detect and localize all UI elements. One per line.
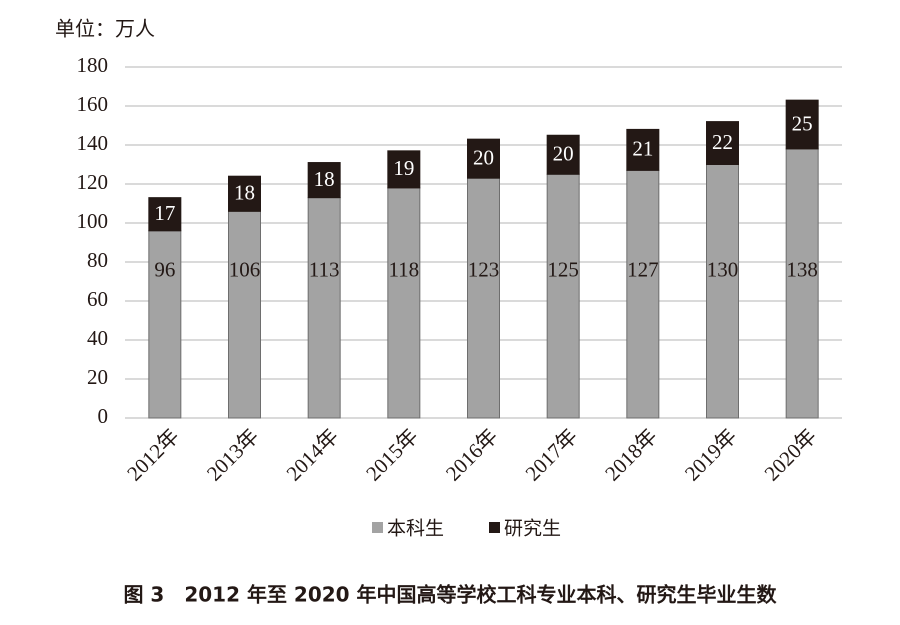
value-label: 127 [627, 258, 659, 282]
value-label: 18 [314, 167, 335, 191]
value-label: 20 [553, 142, 574, 166]
bar-segment [387, 150, 421, 189]
x-tick-label: 2013年 [202, 424, 264, 486]
legend-swatch [372, 522, 383, 533]
bar-segment [148, 197, 182, 232]
value-label: 19 [393, 156, 414, 180]
legend-swatch [489, 522, 500, 533]
y-tick-label: 80 [87, 248, 108, 272]
bar-segment [228, 210, 261, 419]
y-tick-label: 60 [87, 287, 108, 311]
y-tick-label: 40 [87, 326, 108, 350]
bar-segment [706, 164, 739, 419]
y-tick-label: 180 [77, 53, 109, 77]
value-label: 123 [468, 258, 500, 282]
bar-segment [467, 177, 500, 419]
bar-segment [307, 197, 341, 419]
bar-segment [706, 121, 739, 165]
chart-title: 图 3 2012 年至 2020 年中国高等学校工科专业本科、研究生毕业生数 [123, 583, 777, 607]
bar-segment [785, 148, 819, 419]
bar-segment [387, 187, 421, 419]
value-label: 113 [309, 258, 340, 282]
x-tick-label: 2015年 [361, 424, 423, 486]
value-label: 17 [154, 201, 175, 225]
x-tick-label: 2012年 [122, 424, 184, 486]
y-tick-label: 160 [77, 92, 109, 116]
x-tick-label: 2019年 [680, 424, 742, 486]
value-label: 96 [154, 258, 175, 282]
value-label: 118 [388, 258, 419, 282]
value-label: 22 [712, 130, 733, 154]
bar-segment [626, 169, 660, 419]
value-label: 138 [786, 258, 818, 282]
value-label: 25 [792, 111, 813, 135]
bar-segment [546, 173, 580, 419]
unit-label: 单位：万人 [55, 17, 155, 41]
bar-segment [228, 175, 261, 212]
value-label: 20 [473, 145, 494, 169]
legend-label: 研究生 [504, 518, 561, 540]
x-tick-label: 2018年 [600, 424, 662, 486]
value-label: 130 [707, 258, 739, 282]
value-label: 21 [632, 137, 653, 161]
bar-segment [546, 134, 580, 175]
y-tick-label: 140 [77, 131, 109, 155]
value-label: 106 [229, 258, 261, 282]
x-tick-label: 2017年 [521, 424, 583, 486]
y-tick-label: 0 [98, 404, 109, 428]
x-tick-label: 2020年 [760, 424, 822, 486]
bar-segment [626, 128, 660, 171]
value-label: 125 [547, 258, 579, 282]
value-label: 18 [234, 181, 255, 205]
x-tick-label: 2014年 [282, 424, 344, 486]
y-tick-label: 100 [77, 209, 109, 233]
bar-segment [467, 138, 500, 179]
x-tick-label: 2016年 [441, 424, 503, 486]
y-tick-label: 120 [77, 170, 109, 194]
bar-segment [785, 99, 819, 150]
bar-segment [307, 162, 341, 199]
y-tick-label: 20 [87, 365, 108, 389]
legend-label: 本科生 [387, 518, 444, 540]
